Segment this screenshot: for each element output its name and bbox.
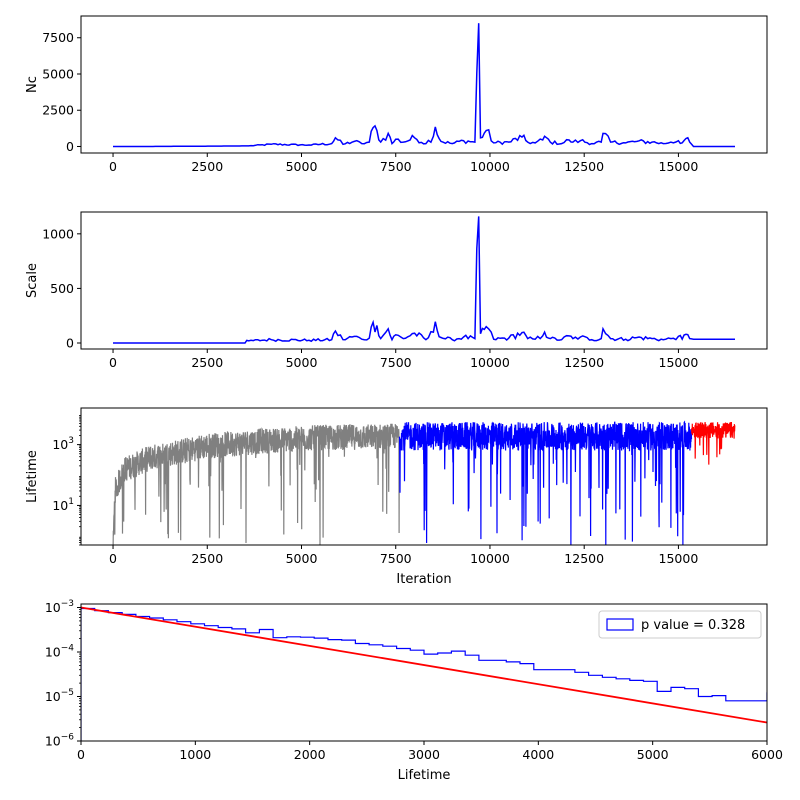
x-tick-label: 5000 [286,355,318,370]
x-tick-label: 15000 [659,159,699,174]
x-tick-label: 4000 [522,747,554,762]
x-axis-label: Lifetime [398,768,451,783]
x-tick-label: 3000 [408,747,440,762]
x-tick-label: 12500 [564,159,604,174]
x-tick-label: 10000 [470,159,510,174]
y-tick-label: 1000 [42,226,74,241]
y-tick-label: 0 [66,139,74,154]
x-tick-label: 12500 [564,355,604,370]
subplot-4: p value = 0.328 0 1000 2000 3000 4000 5000 6000… [45,599,783,783]
x-tick-label: 2500 [191,159,223,174]
lifetime-series-3 [691,422,736,465]
fit-line [81,606,767,724]
plot-area [113,216,735,344]
x-tick-label: 10000 [470,355,510,370]
plot-area [113,23,735,148]
x-tick-label: 6000 [751,747,783,762]
x-tick-label: 7500 [380,551,412,566]
y-axis-label: Lifetime [25,450,40,503]
y-tick-label: 5000 [42,66,74,81]
y-tick-label: 10−4 [45,644,74,660]
series-line [113,23,735,148]
x-tick-label: 0 [77,747,85,762]
axes-frame [80,15,768,154]
y-tick-label: 2500 [42,103,74,118]
y-tick-label: 7500 [42,30,74,45]
legend-box [598,610,762,639]
y-axis-label: Nc [25,76,40,93]
x-tick-label: 12500 [564,551,604,566]
lifetime-series-1 [112,423,400,545]
x-tick-label: 5000 [286,551,318,566]
plot-area [112,420,736,545]
x-tick-label: 2500 [191,551,223,566]
x-tick-label: 2000 [294,747,326,762]
y-tick-label: 103 [52,436,74,452]
subplot-2: 0 2500 5000 7500 10000 12500 15000 0 500 1000 Scal… [25,211,768,370]
y-axis-label: Scale [25,263,40,298]
plot-area [81,606,767,741]
x-tick-label: 5000 [286,159,318,174]
x-tick-label: 2500 [191,355,223,370]
histogram-steps [81,607,767,741]
x-tick-label: 15000 [659,355,699,370]
x-tick-label: 7500 [380,159,412,174]
x-tick-label: 10000 [470,551,510,566]
y-tick-label: 10−6 [45,733,74,749]
x-tick-label: 15000 [659,551,699,566]
subplot-1: 0 2500 5000 7500 10000 12500 15000 0 2500 5000 750… [25,15,768,174]
y-tick-label: 10−3 [45,599,74,615]
x-tick-label: 1000 [179,747,211,762]
legend: p value = 0.328 [598,610,762,639]
x-tick-label: 0 [109,355,117,370]
x-tick-label: 0 [109,159,117,174]
series-line [113,216,735,344]
y-tick-label: 0 [66,335,74,350]
x-tick-label: 0 [109,551,117,566]
y-tick-label: 500 [50,281,74,296]
legend-swatch [606,618,634,631]
x-tick-label: 7500 [380,355,412,370]
axes-frame [80,211,768,350]
x-axis-label: Iteration [396,572,451,587]
lifetime-series-2 [398,420,693,545]
subplot-3: 0 2500 5000 7500 10000 12500 15000 101 103 Lifeti… [25,407,768,587]
x-tick-label: 5000 [637,747,669,762]
y-tick-label: 10−5 [45,688,74,704]
legend-entry: p value = 0.328 [641,618,745,633]
y-tick-label: 101 [52,497,74,513]
